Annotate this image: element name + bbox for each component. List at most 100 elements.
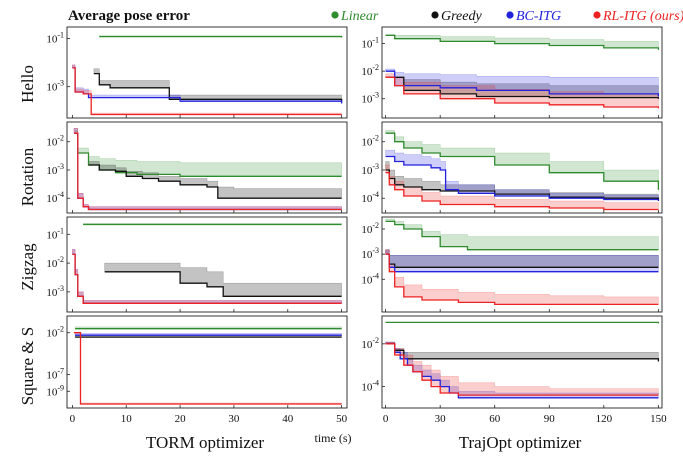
series-line-rl-itg-ours: [385, 76, 660, 109]
band-linear: [385, 218, 659, 250]
legend-marker: [331, 11, 339, 19]
line-layer: [385, 220, 659, 306]
row-label-square-s: Square & S: [18, 327, 37, 405]
y-tick-label: 10-2: [46, 255, 64, 270]
panel-r2-c1: 10-2 10-3 10-4: [361, 216, 663, 313]
y-tick-label: 10-3: [46, 284, 64, 299]
x-tick-label: 40: [282, 413, 294, 425]
series-line-greedy: [88, 164, 342, 199]
x-tick-label: 10: [121, 413, 133, 425]
y-tick-label: 10-2: [46, 325, 64, 340]
series-line-linear: [385, 321, 660, 324]
band-rl-itg-ours: [385, 341, 659, 396]
x-tick-label: 0: [383, 413, 389, 425]
series-line-rl-itg-ours: [72, 67, 342, 116]
panel-frame: [66, 315, 348, 409]
legend: Linear Greedy BC-ITG RL-ITG (ours): [331, 9, 683, 24]
x-tick-label: 20: [175, 413, 187, 425]
band-layer: [72, 223, 342, 304]
y-tick-label: 10-2: [46, 134, 64, 149]
y-tick-label: 10-4: [361, 190, 379, 205]
x-tick-label: 90: [544, 413, 556, 425]
panel-frame: [66, 26, 348, 119]
y-tick-label: 10-9: [46, 383, 64, 398]
legend-label: RL-ITG (ours): [602, 9, 683, 24]
y-tick-label: 10-2: [361, 221, 379, 236]
band-layer: [73, 326, 342, 405]
legend-marker: [431, 11, 439, 19]
y-tick-label: 10-3: [46, 162, 64, 177]
series-line-rl-itg-ours: [385, 172, 659, 211]
x-tick-label: 0: [70, 413, 76, 425]
legend-entry-linear: Linear: [331, 9, 379, 24]
series-line-linear: [99, 35, 343, 38]
legend-label: BC-ITG: [516, 9, 561, 24]
panel-r3-c0: 10-2 10-710-9 0 10 20 30 40 50: [46, 315, 348, 425]
panel-frame: [381, 216, 663, 313]
xlabel-trajopt: TrajOpt optimizer: [459, 433, 582, 452]
panel-frame: [381, 121, 663, 214]
y-tick-label: 10-3: [361, 246, 379, 261]
line-layer: [385, 34, 660, 109]
band-bc-itg: [385, 249, 659, 272]
series-line-rl-itg-ours: [74, 332, 342, 405]
series-line-greedy: [385, 76, 660, 99]
band-layer: [73, 128, 342, 210]
series-line-rl-itg-ours: [74, 132, 342, 211]
time-unit-label: time (s): [315, 431, 352, 445]
y-tick-label: 10-3: [361, 162, 379, 177]
row-label-hello: Hello: [18, 65, 37, 103]
band-layer: [385, 218, 659, 305]
panel-r1-c0: 10-2 10-3 10-4: [46, 121, 348, 214]
x-tick-label: 60: [489, 413, 501, 425]
line-layer: [74, 328, 342, 405]
series-line-bc-itg: [385, 155, 660, 201]
legend-entry-greedy: Greedy: [431, 9, 482, 24]
y-tick-label: 10-1: [46, 226, 64, 241]
legend-marker: [506, 11, 514, 19]
y-tick-label: 10-2: [361, 63, 379, 78]
band-rl-itg-ours: [73, 331, 342, 405]
y-tick-label: 10-4: [361, 379, 379, 394]
panel-r1-c1: 10-2 10-3 10-4: [361, 121, 663, 214]
y-tick-label: 10-2: [361, 336, 379, 351]
y-tick-label: 10-2: [361, 134, 379, 149]
band-layer: [385, 322, 659, 399]
y-tick-label: 10-7: [46, 367, 64, 382]
panel-grid: 10-1 10-3 10-1 10-2 10-3 10-2 10-3 10-4 10-2 10-3…: [46, 26, 667, 425]
line-layer: [385, 321, 660, 399]
series-line-linear: [385, 132, 660, 190]
legend-entry-rl-itg-ours: RL-ITG (ours): [593, 9, 683, 24]
x-tick-label: 30: [228, 413, 240, 425]
panel-frame: [381, 315, 663, 409]
panel-r3-c1: 10-2 10-4 0 30 60 90 120 150: [361, 315, 667, 425]
legend-label: Linear: [340, 9, 379, 24]
legend-entry-bc-itg: BC-ITG: [506, 9, 561, 24]
series-line-linear: [385, 220, 659, 251]
series-line-greedy: [104, 271, 342, 297]
row-label-rotation: Rotation: [18, 147, 37, 206]
series-line-rl-itg-ours: [385, 253, 659, 306]
y-tick-label: 10-4: [46, 190, 64, 205]
x-tick-label: 120: [596, 413, 613, 425]
chart-title: Average pose error: [68, 8, 190, 24]
row-label-zigzag: Zigzag: [18, 243, 37, 291]
panel-frame: [66, 216, 348, 313]
x-tick-label: 50: [336, 413, 348, 425]
panel-frame: [66, 121, 348, 214]
x-tick-label: 150: [650, 413, 667, 425]
series-line-rl-itg-ours: [72, 253, 342, 304]
legend-label: Greedy: [441, 9, 482, 24]
y-tick-label: 10-3: [361, 91, 379, 106]
panel-r2-c0: 10-1 10-2 10-3: [46, 216, 348, 313]
line-layer: [74, 132, 342, 211]
series-line-greedy: [385, 169, 660, 200]
line-layer: [72, 35, 343, 116]
series-line-linear: [385, 34, 660, 50]
line-layer: [385, 132, 660, 211]
panel-frame: [381, 26, 663, 119]
band-rl-itg-ours: [72, 64, 342, 115]
xlabel-torm: TORM optimizer: [146, 433, 265, 452]
line-layer: [72, 223, 342, 304]
